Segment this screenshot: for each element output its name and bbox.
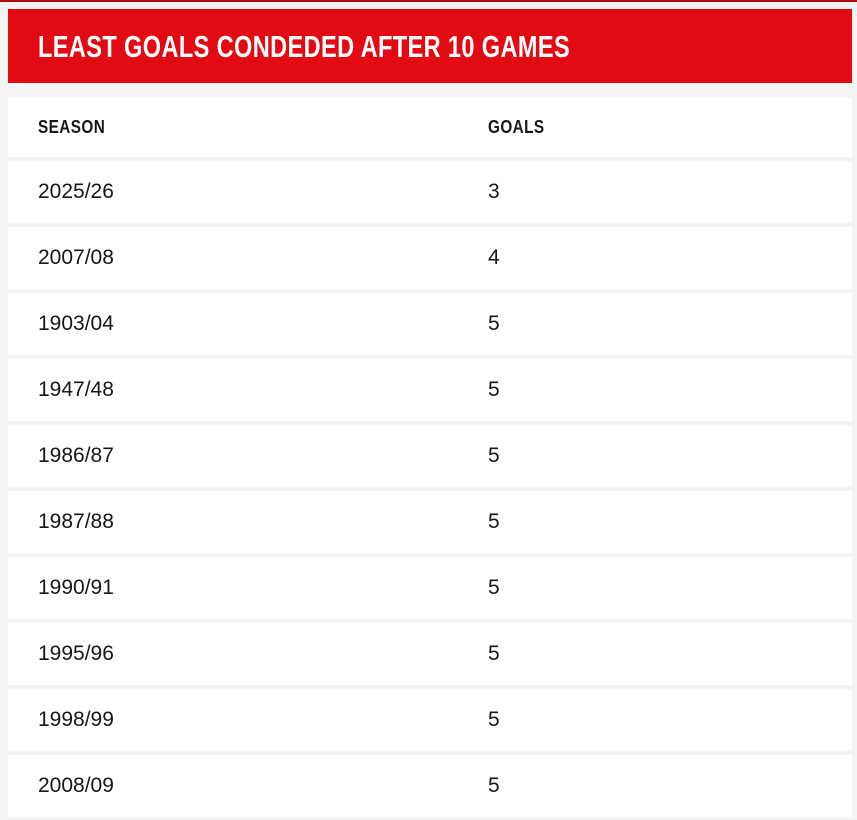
column-header-season: SEASON xyxy=(8,117,488,138)
section-header-banner: LEAST GOALS CONDEDED AFTER 10 GAMES xyxy=(8,9,852,83)
table-row: 1995/96 5 xyxy=(8,623,852,685)
season-value: 1987/88 xyxy=(38,510,114,533)
table-row: 1947/48 5 xyxy=(8,359,852,421)
season-cell: 2025/26 xyxy=(8,180,488,204)
goals-cell: 3 xyxy=(488,180,852,204)
goals-value: 3 xyxy=(488,180,500,203)
goals-cell: 5 xyxy=(488,774,852,798)
goals-cell: 5 xyxy=(488,510,852,534)
top-divider-line xyxy=(0,0,857,2)
goals-value: 5 xyxy=(488,708,500,731)
goals-value: 5 xyxy=(488,312,500,335)
goals-value: 5 xyxy=(488,510,500,533)
table-row: 2007/08 4 xyxy=(8,227,852,289)
season-value: 2007/08 xyxy=(38,246,114,269)
goals-value: 5 xyxy=(488,642,500,665)
column-header-season-label: SEASON xyxy=(38,116,106,137)
column-header-goals-label: GOALS xyxy=(488,116,545,137)
season-value: 2025/26 xyxy=(38,180,114,203)
page-title: LEAST GOALS CONDEDED AFTER 10 GAMES xyxy=(38,28,571,64)
season-cell: 1947/48 xyxy=(8,378,488,402)
season-cell: 2008/09 xyxy=(8,774,488,798)
table-row: 1990/91 5 xyxy=(8,557,852,619)
season-cell: 1986/87 xyxy=(8,444,488,468)
season-value: 1903/04 xyxy=(38,312,114,335)
goals-value: 5 xyxy=(488,576,500,599)
table-header-row: SEASON GOALS xyxy=(8,97,852,157)
season-value: 1998/99 xyxy=(38,708,114,731)
season-cell: 1998/99 xyxy=(8,708,488,732)
season-value: 1947/48 xyxy=(38,378,114,401)
season-value: 1990/91 xyxy=(38,576,114,599)
goals-cell: 5 xyxy=(488,642,852,666)
table-row: 1987/88 5 xyxy=(8,491,852,553)
goals-value: 5 xyxy=(488,774,500,797)
goals-cell: 5 xyxy=(488,444,852,468)
goals-value: 5 xyxy=(488,444,500,467)
season-cell: 1995/96 xyxy=(8,642,488,666)
table-row: 1986/87 5 xyxy=(8,425,852,487)
season-cell: 1987/88 xyxy=(8,510,488,534)
table-body: 2025/26 3 2007/08 4 1903/04 5 1947/48 5 1986/87 5… xyxy=(8,161,852,817)
season-value: 1995/96 xyxy=(38,642,114,665)
season-value: 2008/09 xyxy=(38,774,114,797)
column-header-goals: GOALS xyxy=(488,117,852,138)
stats-table: SEASON GOALS 2025/26 3 2007/08 4 1903/04 5 194… xyxy=(8,97,852,817)
goals-value: 5 xyxy=(488,378,500,401)
season-cell: 2007/08 xyxy=(8,246,488,270)
goals-value: 4 xyxy=(488,246,500,269)
goals-cell: 5 xyxy=(488,378,852,402)
table-row: 1998/99 5 xyxy=(8,689,852,751)
table-row: 2008/09 5 xyxy=(8,755,852,817)
goals-cell: 4 xyxy=(488,246,852,270)
season-value: 1986/87 xyxy=(38,444,114,467)
goals-cell: 5 xyxy=(488,312,852,336)
season-cell: 1903/04 xyxy=(8,312,488,336)
table-row: 2025/26 3 xyxy=(8,161,852,223)
season-cell: 1990/91 xyxy=(8,576,488,600)
goals-cell: 5 xyxy=(488,576,852,600)
goals-cell: 5 xyxy=(488,708,852,732)
table-row: 1903/04 5 xyxy=(8,293,852,355)
